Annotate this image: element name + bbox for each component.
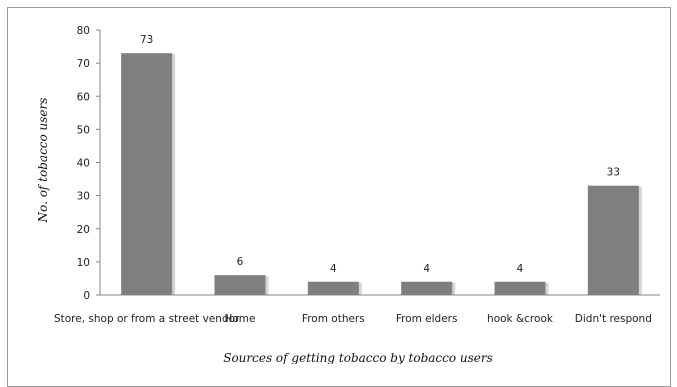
- y-tick-label: 40: [77, 158, 90, 170]
- bar: [401, 281, 453, 295]
- category-label: Didn't respond: [575, 313, 652, 325]
- y-tick-label: 20: [77, 224, 90, 236]
- category-label: Home: [224, 313, 255, 325]
- bars: [121, 53, 642, 295]
- y-axis-title: No. of tobacco users: [36, 98, 50, 224]
- bar: [214, 275, 266, 295]
- bar: [494, 281, 546, 295]
- x-axis-title: Sources of getting tobacco by tobacco us…: [223, 351, 493, 364]
- data-label: 6: [237, 256, 244, 268]
- category-label: From others: [302, 313, 365, 325]
- y-tick-labels: 0 10 20 30 40 50 60 70 80: [77, 25, 90, 302]
- category-label: Store, shop or from a street vendor: [54, 313, 240, 325]
- data-label: 33: [607, 167, 620, 179]
- y-tick-label: 80: [77, 25, 90, 37]
- data-label: 4: [423, 263, 430, 275]
- y-tick-label: 70: [77, 58, 90, 70]
- y-tick-label: 30: [77, 191, 90, 203]
- y-tick-label: 0: [83, 290, 90, 302]
- category-label: From elders: [396, 313, 458, 325]
- data-label: 4: [330, 263, 337, 275]
- bar-chart: 0 10 20 30 40 50 60 70 80 73 6 4 4 4 33 Store, shop o…: [36, 25, 660, 364]
- bar: [587, 185, 639, 295]
- y-tick-label: 50: [77, 124, 90, 136]
- data-label: 73: [140, 34, 153, 46]
- data-label: 4: [517, 263, 524, 275]
- data-labels: 73 6 4 4 4 33: [140, 34, 620, 275]
- y-tick-label: 10: [77, 257, 90, 269]
- category-label: hook &crook: [487, 313, 554, 325]
- y-tick-label: 60: [77, 91, 90, 103]
- chart-frame: [7, 7, 671, 387]
- bar: [121, 53, 173, 295]
- y-axis: [96, 29, 101, 296]
- bar: [307, 281, 359, 295]
